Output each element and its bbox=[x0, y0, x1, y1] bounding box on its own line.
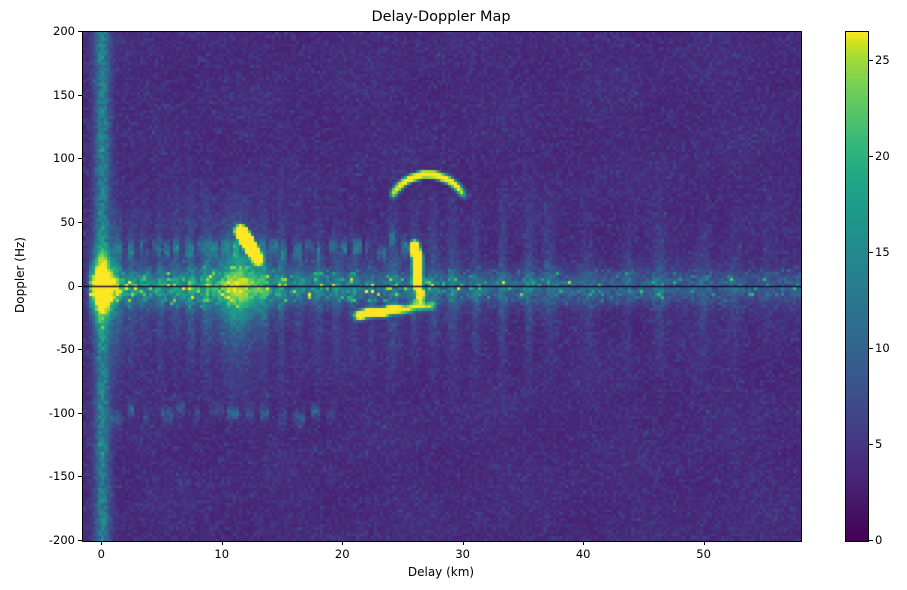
y-tick-mark bbox=[78, 540, 82, 541]
y-tick-mark bbox=[78, 476, 82, 478]
y-tick-label: -150 bbox=[48, 469, 75, 484]
colorbar-tick-mark bbox=[869, 443, 873, 445]
colorbar-tick-label: 20 bbox=[875, 148, 890, 163]
chart-title: Delay-Doppler Map bbox=[371, 9, 511, 25]
colorbar-tick-mark bbox=[869, 540, 873, 541]
x-tick-mark bbox=[342, 541, 344, 545]
x-tick-label: 50 bbox=[696, 547, 711, 561]
colorbar-tick-mark bbox=[869, 251, 873, 253]
y-axis-label: Doppler (Hz) bbox=[13, 237, 27, 313]
colorbar-tick-label: 5 bbox=[875, 436, 883, 451]
x-tick-mark bbox=[462, 541, 464, 545]
x-tick-label: 10 bbox=[214, 547, 230, 561]
colorbar-tick-label: 25 bbox=[875, 52, 890, 67]
y-tick-mark bbox=[78, 94, 82, 96]
y-tick-label: 100 bbox=[53, 151, 75, 166]
x-tick-mark bbox=[703, 541, 705, 545]
colorbar-tick-mark bbox=[869, 347, 873, 349]
plot-area[interactable] bbox=[82, 31, 802, 542]
colorbar-tick-mark bbox=[869, 59, 873, 61]
y-tick-mark bbox=[78, 349, 82, 351]
y-tick-mark bbox=[78, 31, 82, 32]
x-tick-label: 40 bbox=[575, 547, 591, 561]
x-tick-mark bbox=[583, 541, 585, 545]
x-tick-mark bbox=[221, 541, 223, 545]
x-tick-label: 30 bbox=[455, 547, 470, 561]
x-tick-mark bbox=[101, 541, 103, 545]
y-tick-label: 200 bbox=[53, 24, 75, 38]
colorbar-tick-label: 0 bbox=[875, 533, 883, 547]
y-tick-label: 0 bbox=[67, 278, 75, 293]
y-tick-mark bbox=[78, 285, 82, 287]
y-tick-label: -50 bbox=[56, 342, 75, 357]
x-tick-label: 0 bbox=[97, 547, 105, 561]
y-tick-label: -100 bbox=[48, 405, 75, 420]
y-tick-mark bbox=[78, 412, 82, 414]
y-tick-label: 50 bbox=[60, 214, 75, 229]
x-axis-label: Delay (km) bbox=[407, 565, 475, 579]
y-tick-label: -200 bbox=[48, 533, 75, 547]
x-tick-label: 20 bbox=[334, 547, 350, 561]
colorbar-tick-label: 10 bbox=[875, 340, 890, 355]
y-tick-label: 150 bbox=[53, 87, 75, 102]
colorbar[interactable] bbox=[845, 31, 869, 542]
y-tick-mark bbox=[78, 158, 82, 160]
colorbar-tick-label: 15 bbox=[875, 244, 890, 259]
colorbar-tick-mark bbox=[869, 155, 873, 157]
delay-doppler-heatmap[interactable] bbox=[83, 32, 801, 541]
y-tick-mark bbox=[78, 221, 82, 223]
